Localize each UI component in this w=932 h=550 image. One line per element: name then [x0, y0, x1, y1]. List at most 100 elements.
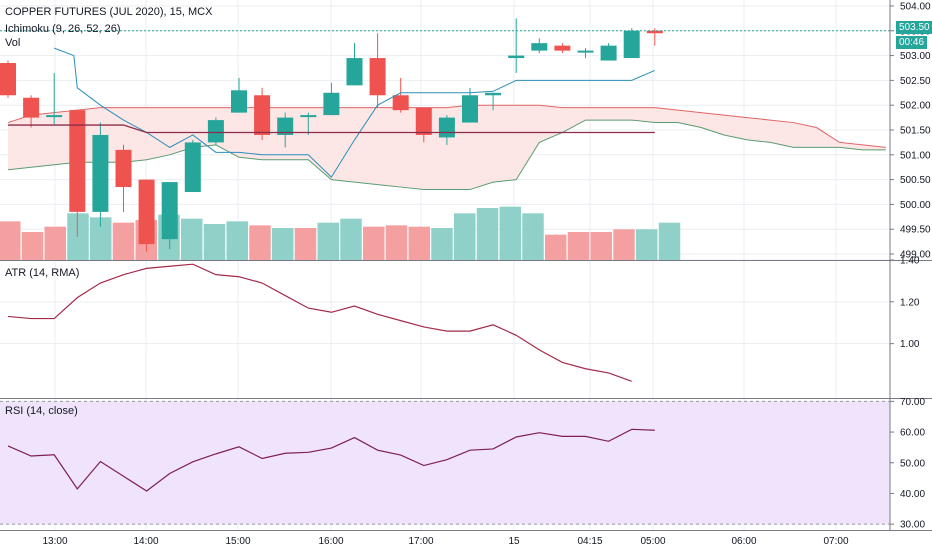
chart-title: COPPER FUTURES (JUL 2020), 15, MCX [5, 6, 213, 18]
volume-bar [454, 213, 476, 260]
volume-bar [226, 221, 248, 260]
time-tick-label: 06:00 [731, 536, 756, 547]
volume-bar [340, 218, 362, 260]
candle-body [554, 45, 571, 51]
axes [0, 0, 932, 531]
time-tick-label: 15 [508, 536, 520, 547]
candle-body [277, 117, 294, 135]
candle-body [184, 142, 201, 193]
candle-body [346, 58, 363, 86]
volume-bar [44, 226, 66, 260]
candle-body [115, 149, 132, 188]
time-tick-label: 05:00 [640, 536, 665, 547]
volume-bar [21, 232, 44, 260]
candle-body [415, 107, 432, 135]
volume-bar [272, 228, 294, 260]
candle-body [92, 134, 109, 212]
volume-bar [476, 208, 499, 260]
last-price-tag: 503.50 [896, 21, 932, 34]
rsi-legend[interactable]: RSI (14, close) [5, 405, 78, 417]
volume-bar [294, 228, 317, 260]
candle-body [485, 92, 502, 96]
atr-tick-label: 1.00 [900, 339, 920, 350]
price-tick-label: 499.50 [900, 225, 931, 236]
price-tick-label: 501.00 [900, 150, 931, 161]
kijun-sen [8, 124, 655, 134]
candle-body [323, 92, 340, 116]
cloud-fill [8, 105, 886, 190]
candle-body [577, 50, 594, 53]
candle-body [300, 115, 317, 118]
candle-body [462, 95, 478, 123]
volume-bar [90, 217, 112, 260]
rsi-band-fill [0, 401, 890, 525]
candle-body [438, 117, 455, 138]
price-tick-label: 500.50 [900, 175, 931, 186]
rsi-tick-label: 50.00 [900, 458, 925, 469]
candle-body [161, 182, 178, 240]
candle-body [369, 58, 386, 96]
atr-line [7, 263, 632, 382]
candle-body [600, 45, 617, 61]
candle-body [23, 97, 40, 118]
time-tick-label: 15:00 [225, 536, 250, 547]
rsi-tick-label: 40.00 [900, 489, 925, 500]
price-tick-label: 501.50 [900, 126, 931, 137]
volume-bar [522, 213, 544, 260]
volume-bar [203, 224, 226, 260]
tenkan-sen [54, 47, 655, 178]
rsi-series [7, 428, 655, 492]
candle-body [623, 30, 640, 59]
volume-legend[interactable]: Vol [5, 37, 21, 49]
volume-bar [112, 222, 135, 260]
price-tick-label: 502.00 [900, 101, 931, 112]
volume-bar [0, 221, 21, 260]
time-tick-label: 04:15 [577, 536, 602, 547]
price-tick-label: 504.00 [900, 1, 931, 12]
senkou-span-a [7, 104, 886, 148]
countdown-tag: 00:46 [896, 36, 928, 49]
volume-bar [567, 232, 590, 260]
candle-body [46, 115, 63, 118]
candle-body [508, 55, 525, 59]
volume-bar [613, 229, 635, 260]
volume-bar [249, 225, 271, 260]
volume-bar [317, 222, 339, 260]
time-tick-label: 16:00 [318, 536, 343, 547]
ichimoku-cloud [7, 104, 886, 191]
time-tick-label: 14:00 [133, 536, 158, 547]
candle-body [254, 95, 271, 135]
rsi-tick-label: 70.00 [900, 397, 925, 408]
atr-tick-label: 1.20 [900, 297, 920, 308]
time-tick-label: 13:00 [42, 536, 67, 547]
time-tick-label: 17:00 [408, 536, 433, 547]
volume-bar [408, 226, 430, 260]
volume-bar [181, 218, 203, 260]
time-tick-label: 07:00 [823, 536, 848, 547]
ichimoku-legend[interactable]: Ichimoku (9, 26, 52, 26) [5, 23, 121, 35]
candle-body [69, 110, 86, 212]
rsi-line [7, 428, 655, 492]
price-tick-label: 502.50 [900, 76, 931, 87]
atr-tick-label: 1.40 [900, 256, 920, 267]
volume-bar [636, 229, 658, 260]
volume-bar [67, 213, 89, 260]
candlestick-series[interactable] [0, 18, 663, 252]
candle-body [0, 63, 16, 96]
candle-body [646, 30, 663, 34]
volume-bar [363, 226, 385, 260]
candle-body [531, 43, 548, 51]
volume-bar [545, 234, 567, 260]
volume-bar [385, 225, 408, 260]
rsi-tick-label: 60.00 [900, 428, 925, 439]
atr-series [7, 263, 632, 382]
candle-body [231, 90, 247, 113]
candle-body [392, 95, 409, 111]
volume-bars [0, 206, 681, 260]
atr-legend[interactable]: ATR (14, RMA) [5, 267, 80, 279]
volume-bar [658, 222, 681, 260]
price-tick-label: 499.00 [900, 250, 931, 261]
candle-body [207, 120, 224, 143]
volume-bar [590, 232, 612, 260]
